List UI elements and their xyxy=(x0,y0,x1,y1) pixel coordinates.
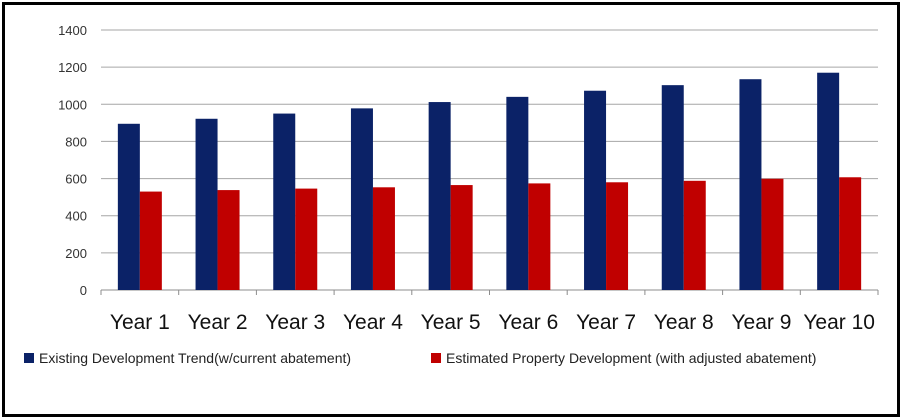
x-tick-label: Year 4 xyxy=(343,311,403,334)
bar-estimated xyxy=(139,191,162,290)
bar-existing xyxy=(739,79,762,290)
bars xyxy=(117,72,862,291)
x-tick-label: Year 7 xyxy=(576,311,636,334)
y-tick-label: 1000 xyxy=(58,97,87,112)
bar-existing xyxy=(506,96,529,290)
x-tick-label: Year 2 xyxy=(188,311,248,334)
bar-estimated xyxy=(839,177,862,290)
bar-existing xyxy=(350,108,373,290)
y-tick-label: 1200 xyxy=(58,60,87,75)
x-tick-label: Year 10 xyxy=(803,311,875,334)
x-tick-label: Year 5 xyxy=(421,311,481,334)
bar-estimated xyxy=(528,183,551,290)
x-tick-label: Year 8 xyxy=(654,311,714,334)
bar-existing xyxy=(195,118,218,291)
x-tick-label: Year 9 xyxy=(731,311,791,334)
legend: Existing Development Trend(w/current aba… xyxy=(24,350,816,366)
x-tick-label: Year 3 xyxy=(265,311,325,334)
legend-label-existing: Existing Development Trend(w/current aba… xyxy=(39,350,351,366)
bar-existing xyxy=(273,113,296,290)
y-tick-label: 600 xyxy=(65,172,87,187)
y-tick-label: 1400 xyxy=(58,23,87,38)
x-tick-label: Year 1 xyxy=(110,311,170,334)
bar-existing xyxy=(817,72,840,290)
bar-estimated xyxy=(761,178,784,290)
bar-estimated xyxy=(217,190,240,290)
legend-swatch-estimated xyxy=(431,353,441,363)
y-tick-label: 0 xyxy=(80,283,87,298)
bar-estimated xyxy=(606,182,629,290)
bar-existing xyxy=(117,123,140,291)
y-tick-label: 200 xyxy=(65,246,87,261)
x-axis: Year 1 Year 2 Year 3 Year 4 Year 5 Year 6 Year… xyxy=(100,290,879,334)
bar-estimated xyxy=(295,188,318,290)
bar-existing xyxy=(661,85,684,291)
x-tick-label: Year 6 xyxy=(498,311,558,334)
legend-swatch-existing xyxy=(24,353,34,363)
y-tick-label: 400 xyxy=(65,209,87,224)
bar-estimated xyxy=(372,187,395,290)
y-tick-label: 800 xyxy=(65,134,87,149)
y-axis: 0 200 400 600 800 1000 1200 1400 xyxy=(58,23,87,298)
bar-existing xyxy=(428,102,451,290)
bar-estimated xyxy=(450,185,473,290)
legend-label-estimated: Estimated Property Development (with adj… xyxy=(446,350,816,366)
bar-existing xyxy=(584,90,607,290)
bar-estimated xyxy=(683,180,706,290)
